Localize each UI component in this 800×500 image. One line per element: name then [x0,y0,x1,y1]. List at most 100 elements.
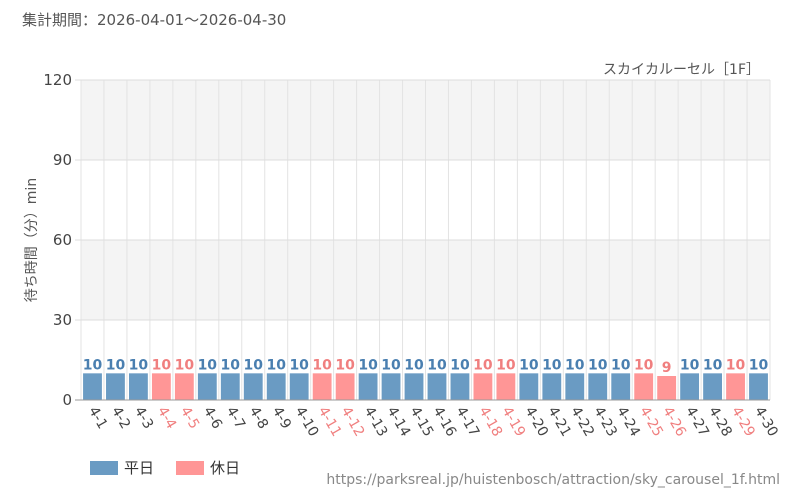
legend-item-holiday[interactable]: 休日 [176,457,240,478]
bar[interactable] [106,373,125,400]
bar-value-label: 10 [611,357,631,373]
bar-value-label: 10 [519,357,539,373]
bar-value-label: 10 [198,357,218,373]
x-tick-label: 4-4 [154,404,179,432]
y-tick-labels: 0 30 60 90 120 [43,71,72,409]
bar-value-label: 10 [289,357,309,373]
period-label: 集計期間：2026-04-01～2026-04-30 [22,11,287,29]
value-labels: 10 10 10 10 10 10 10 10 10 10 10 10 10 10 10 10 10 10 10 10… [83,357,769,376]
bar-value-label: 10 [129,357,149,373]
x-tick-label: 4-19 [498,404,528,440]
bar-value-label: 10 [358,357,378,373]
y-tick-label: 0 [62,391,72,409]
bar-value-label: 10 [83,357,103,373]
x-tick-labels: 4-14-24-34-44-54-64-74-84-94-104-114-124… [85,404,781,440]
x-tick-label: 4-3 [131,404,156,432]
bar-value-label: 10 [588,357,608,373]
bar-value-label: 9 [662,360,672,376]
x-tick-label: 4-20 [521,404,551,440]
bar-value-label: 10 [634,357,654,373]
x-tick-label: 4-2 [108,404,133,432]
x-tick-label: 4-25 [636,404,666,440]
bar[interactable] [473,373,493,400]
x-tick-label: 4-10 [292,404,322,440]
x-tick-label: 4-14 [384,404,414,440]
bar[interactable] [542,373,562,400]
bar[interactable] [243,373,263,400]
bar-value-label: 10 [266,357,286,373]
bar[interactable] [703,373,722,400]
y-tick-label: 120 [43,71,72,89]
bar[interactable] [450,373,470,400]
y-tick-label: 90 [53,151,72,169]
x-tick-label: 4-22 [567,404,597,440]
bar-value-label: 10 [335,357,355,373]
bar[interactable] [496,373,516,400]
x-tick-label: 4-26 [659,404,689,440]
bar[interactable] [381,373,401,400]
source-url[interactable]: https://parksreal.jp/huistenbosch/attrac… [326,472,780,488]
bar[interactable] [197,373,217,400]
bar[interactable] [335,373,355,400]
bar[interactable] [83,373,102,400]
bar[interactable] [312,373,332,400]
bar[interactable] [657,376,677,400]
bar-value-label: 10 [404,357,424,373]
bar-value-label: 10 [244,357,264,373]
bar[interactable] [565,373,585,400]
bar[interactable] [174,373,194,400]
y-axis-label: 待ち時間（分）min [24,178,40,302]
vertical-gridlines [80,80,771,400]
chart-title: スカイカルーセル［1F］ [603,62,760,78]
x-tick-label: 4-30 [751,404,781,440]
bar-value-label: 10 [473,357,493,373]
bar[interactable] [427,373,447,400]
bar[interactable] [358,373,378,400]
bar-value-label: 10 [680,357,700,373]
legend-item-weekday[interactable]: 平日 [90,457,154,478]
x-tick-label: 4-15 [407,404,437,440]
bar[interactable] [634,373,654,400]
bar-value-label: 10 [703,357,723,373]
x-tick-label: 4-1 [85,404,110,432]
x-tick-label: 4-27 [682,404,712,440]
bar-value-label: 10 [726,357,746,373]
bars [83,373,768,400]
bar-value-label: 10 [175,357,195,373]
bar[interactable] [588,373,608,400]
x-tick-label: 4-13 [361,404,391,440]
bar-value-label: 10 [152,357,172,373]
bar-value-label: 10 [542,357,562,373]
bar[interactable] [151,373,171,400]
bar[interactable] [749,373,768,400]
x-tick-label: 4-23 [590,404,620,440]
x-tick-label: 4-21 [544,404,574,440]
bar[interactable] [266,373,286,400]
x-tick-label: 4-11 [315,404,345,440]
bar[interactable] [726,373,745,400]
x-tick-label: 4-28 [705,404,735,440]
x-tick-label: 4-12 [338,404,368,440]
bar-value-label: 10 [565,357,585,373]
bar[interactable] [519,373,539,400]
x-tick-label: 4-9 [269,404,294,432]
x-tick-label: 4-16 [430,404,460,440]
bar-value-label: 10 [749,357,769,373]
bar-value-label: 10 [450,357,470,373]
bar[interactable] [404,373,424,400]
x-tick-label: 4-8 [246,404,271,432]
bar[interactable] [220,373,240,400]
y-tick-label: 30 [53,311,72,329]
bar[interactable] [680,373,700,400]
bar-value-label: 10 [427,357,447,373]
y-tick-label: 60 [53,231,72,249]
legend-label-holiday: 休日 [210,459,241,477]
bar[interactable] [289,373,309,400]
bar-value-label: 10 [312,357,332,373]
x-tick-label: 4-7 [223,404,248,432]
x-tick-label: 4-5 [177,404,202,432]
bar[interactable] [129,373,148,400]
bar[interactable] [611,373,631,400]
x-tick-label: 4-17 [452,404,482,440]
x-tick-label: 4-6 [200,404,225,432]
